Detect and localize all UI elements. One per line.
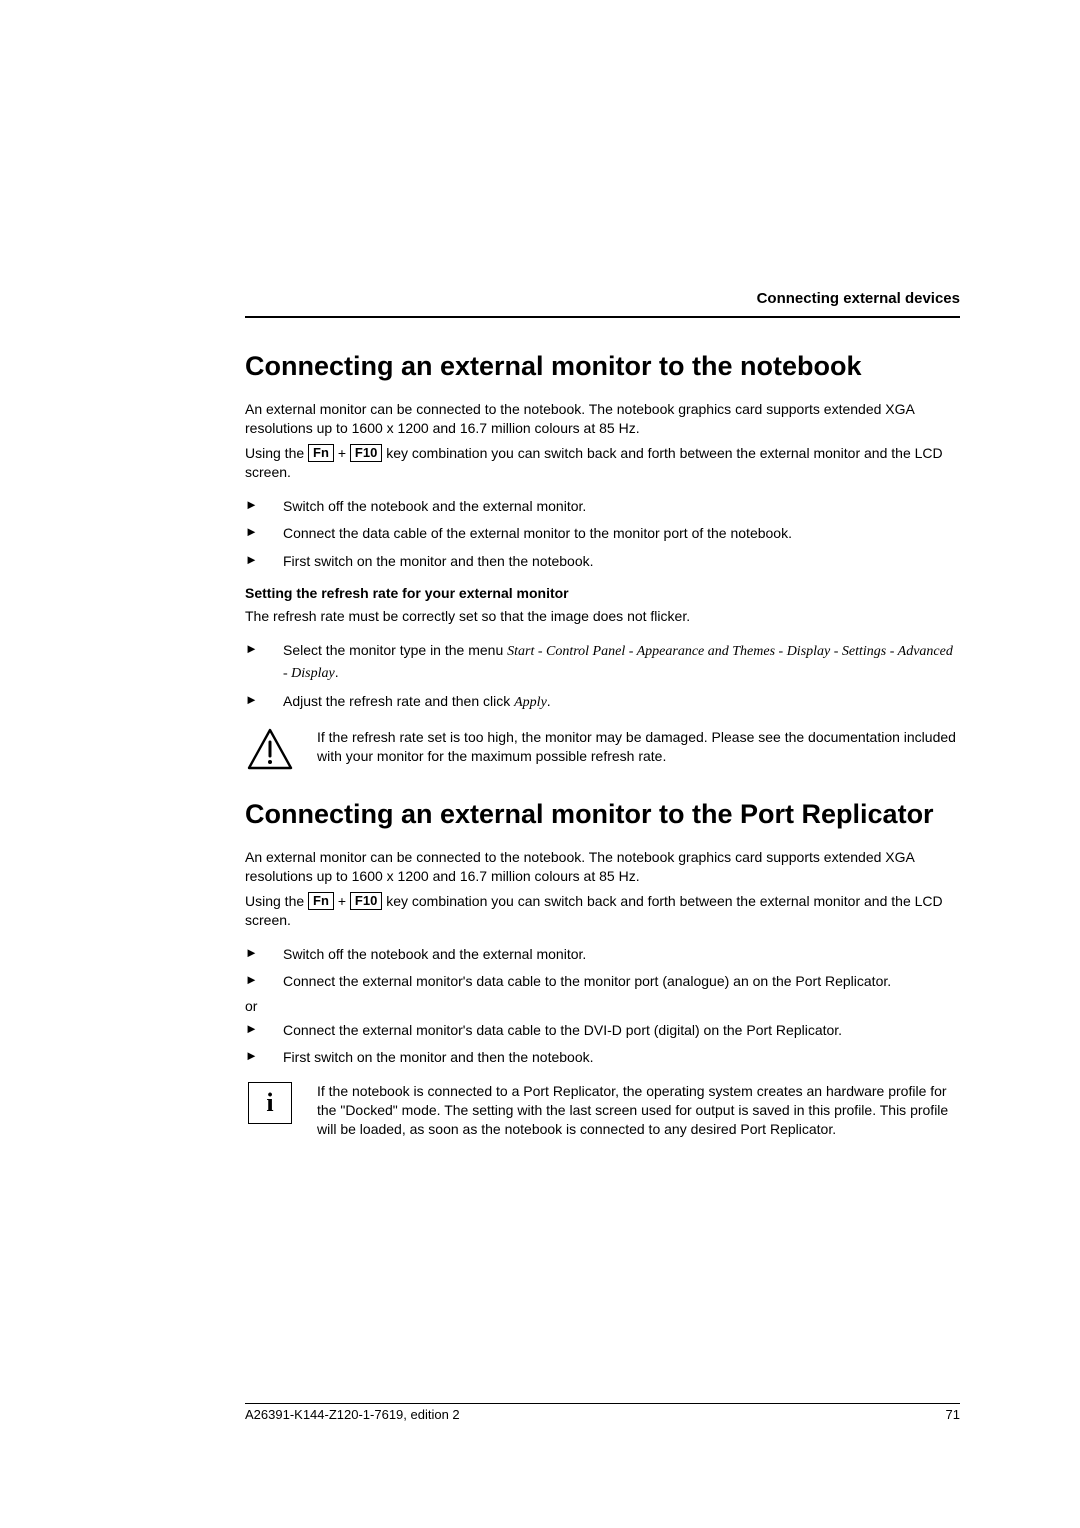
- list-item: First switch on the monitor and then the…: [245, 1047, 960, 1067]
- warning-text: If the refresh rate set is too high, the…: [317, 728, 960, 766]
- or-text: or: [245, 998, 960, 1014]
- section1-subintro: The refresh rate must be correctly set s…: [245, 607, 960, 626]
- list-item: Switch off the notebook and the external…: [245, 944, 960, 964]
- warning-icon: [245, 728, 295, 770]
- section2-intro2: Using the Fn + F10 key combination you c…: [245, 892, 960, 930]
- section1-substeps: Select the monitor type in the menu Star…: [245, 640, 960, 714]
- manual-page: Connecting external devices Connecting a…: [0, 0, 1080, 1528]
- text: Using the: [245, 445, 308, 461]
- list-item: Connect the external monitor's data cabl…: [245, 971, 960, 991]
- apply-label: Apply: [514, 695, 547, 710]
- f10-key-icon: F10: [350, 892, 382, 910]
- list-item: Adjust the refresh rate and then click A…: [245, 691, 960, 713]
- info-icon: i: [245, 1082, 295, 1124]
- text: Using the: [245, 893, 308, 909]
- section2-steps-b: Connect the external monitor's data cabl…: [245, 1020, 960, 1068]
- page-footer: A26391-K144-Z120-1-7619, edition 2 71: [245, 1403, 960, 1423]
- list-item: Select the monitor type in the menu Star…: [245, 640, 960, 685]
- page-content: Connecting an external monitor to the no…: [245, 350, 960, 1166]
- section2-title: Connecting an external monitor to the Po…: [245, 798, 960, 830]
- f10-key-icon: F10: [350, 444, 382, 462]
- section2-steps-a: Switch off the notebook and the external…: [245, 944, 960, 992]
- footer-rule: [245, 1403, 960, 1405]
- section1-intro1: An external monitor can be connected to …: [245, 400, 960, 438]
- section1-title: Connecting an external monitor to the no…: [245, 350, 960, 382]
- list-item: Connect the data cable of the external m…: [245, 523, 960, 543]
- text: Adjust the refresh rate and then click: [283, 693, 514, 709]
- running-header: Connecting external devices: [757, 290, 960, 307]
- section1-steps: Switch off the notebook and the external…: [245, 496, 960, 571]
- text: +: [334, 893, 350, 909]
- footer-doc-id: A26391-K144-Z120-1-7619, edition 2: [245, 1407, 460, 1422]
- fn-key-icon: Fn: [308, 444, 334, 462]
- info-box-glyph: i: [248, 1082, 292, 1124]
- list-item: First switch on the monitor and then the…: [245, 551, 960, 571]
- text: .: [547, 693, 551, 709]
- section1-intro2: Using the Fn + F10 key combination you c…: [245, 444, 960, 482]
- text: +: [334, 445, 350, 461]
- section2-intro1: An external monitor can be connected to …: [245, 848, 960, 886]
- section1-subheading: Setting the refresh rate for your extern…: [245, 585, 960, 601]
- list-item: Switch off the notebook and the external…: [245, 496, 960, 516]
- text: Select the monitor type in the menu: [283, 642, 507, 658]
- info-callout: i If the notebook is connected to a Port…: [245, 1082, 960, 1139]
- warning-callout: If the refresh rate set is too high, the…: [245, 728, 960, 770]
- text: .: [335, 664, 339, 680]
- header-rule: [245, 316, 960, 318]
- info-text: If the notebook is connected to a Port R…: [317, 1082, 960, 1139]
- fn-key-icon: Fn: [308, 892, 334, 910]
- page-number: 71: [946, 1407, 960, 1422]
- list-item: Connect the external monitor's data cabl…: [245, 1020, 960, 1040]
